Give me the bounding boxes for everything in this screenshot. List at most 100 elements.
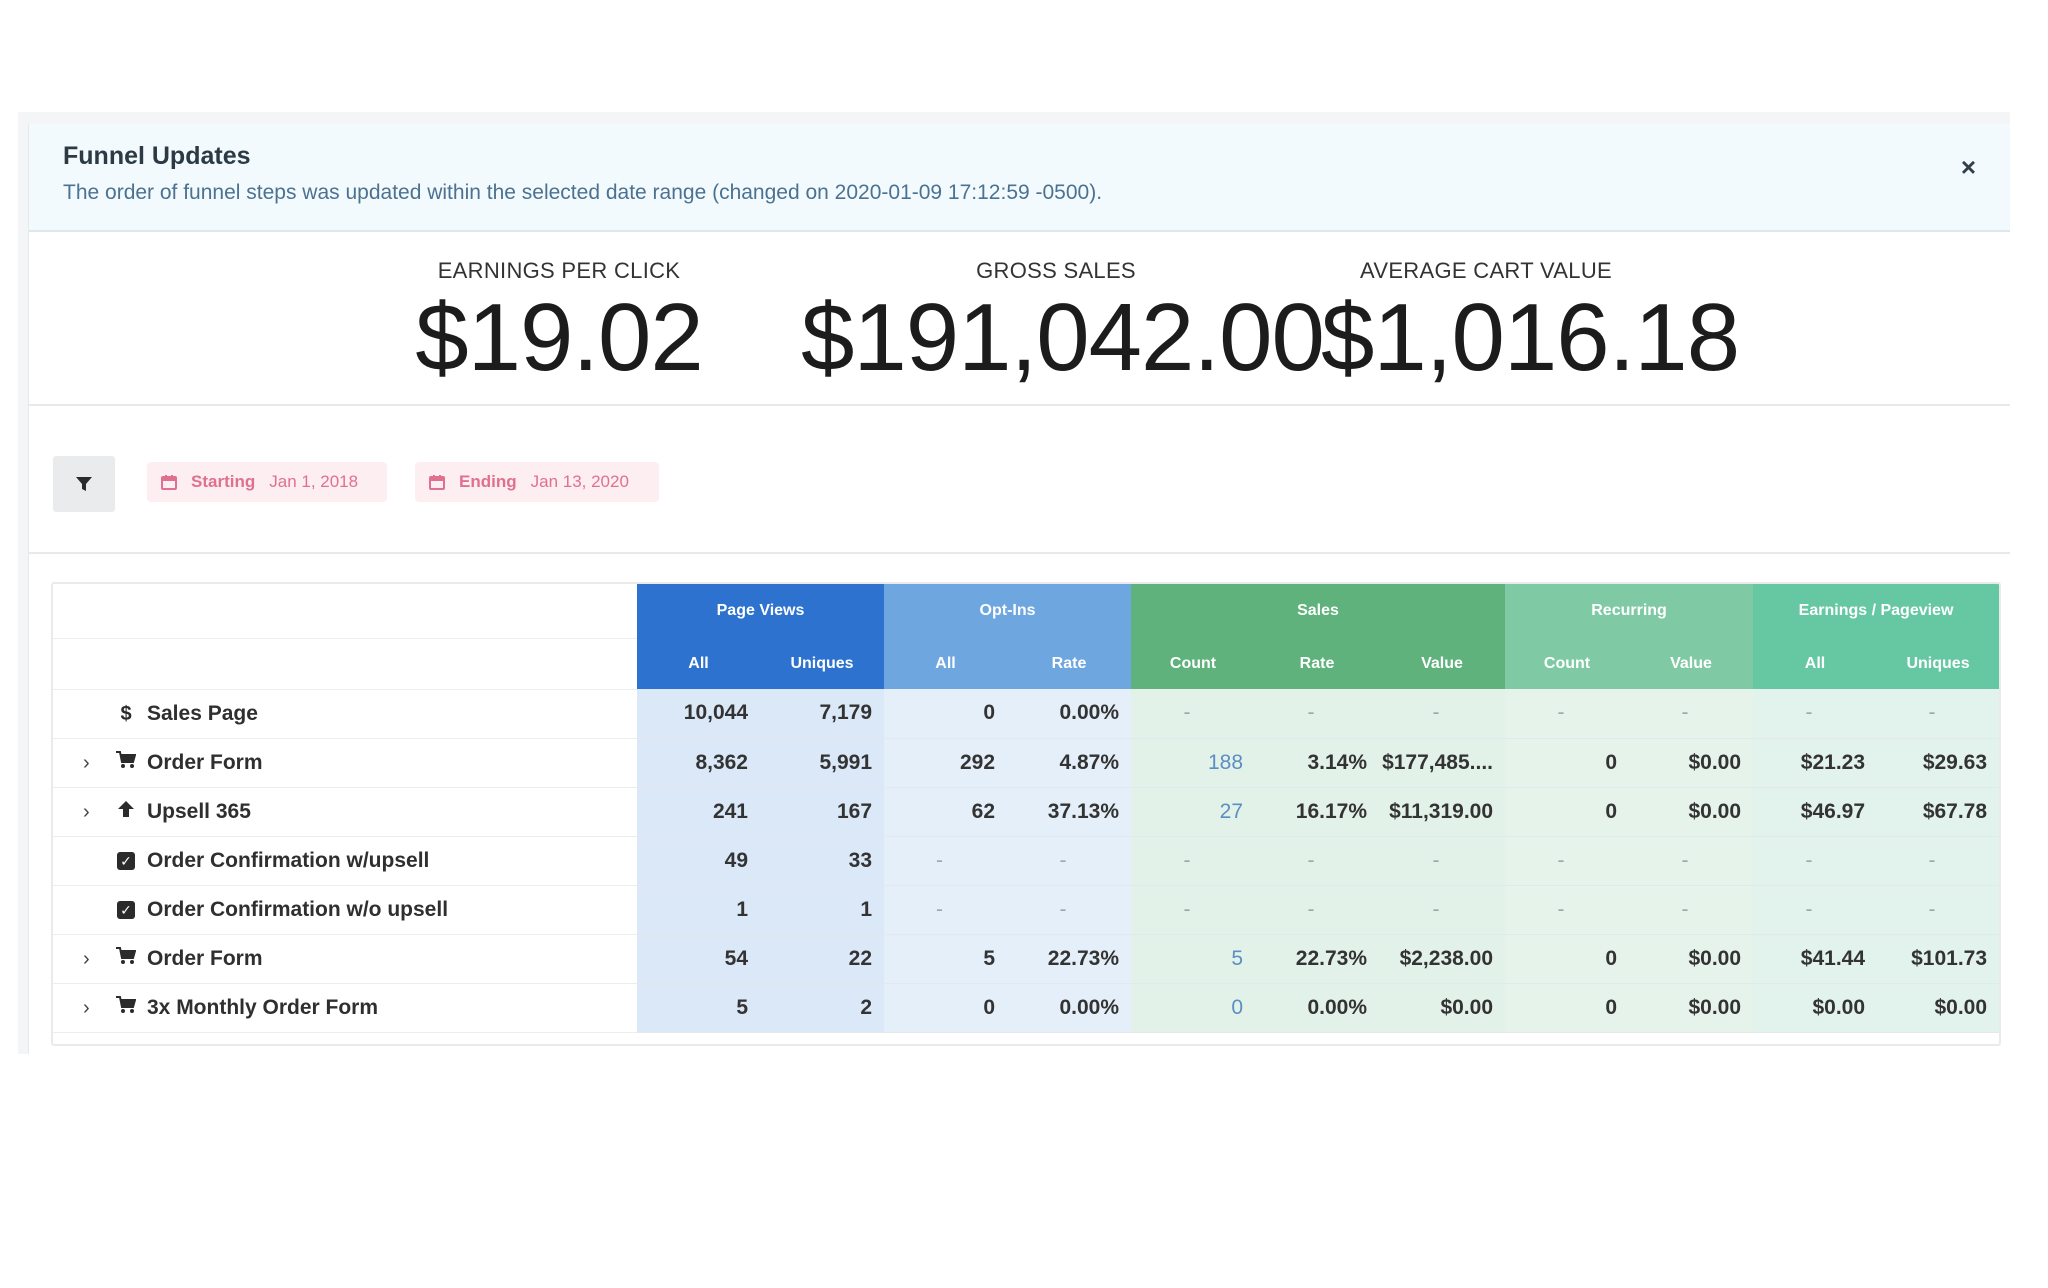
step-name-cell[interactable]: › Order Form <box>53 738 637 788</box>
step-name-cell[interactable]: › Upsell 365 <box>53 787 637 837</box>
filter-icon <box>76 477 92 491</box>
checked-box-icon: ✓ <box>111 850 141 873</box>
table-row[interactable]: $ Sales Page 10,044 7,179 0 0.00% - - - - - - - <box>53 689 1999 739</box>
step-name-cell[interactable]: ✓ Order Confirmation w/upsell <box>53 836 637 886</box>
table-cell: 2 <box>760 983 885 1033</box>
chevron-right-icon[interactable]: › <box>83 996 90 1019</box>
table-cell: 8,362 <box>637 738 760 788</box>
step-name: Sales Page <box>147 701 258 725</box>
stat-label: EARNINGS PER CLICK <box>437 258 681 283</box>
table-cell: 22.73% <box>1007 934 1132 984</box>
alert-title: Funnel Updates <box>63 142 251 170</box>
table-header-blank <box>53 638 637 690</box>
table-cell: - <box>1505 885 1630 935</box>
table-cell: $0.00 <box>1629 983 1754 1033</box>
table-cell: - <box>1131 885 1256 935</box>
table-cell[interactable]: 188 <box>1131 738 1256 788</box>
table-cell: $0.00 <box>1629 787 1754 837</box>
table-cell: - <box>1505 836 1630 886</box>
step-name-cell[interactable]: $ Sales Page <box>53 689 637 739</box>
table-cell: - <box>1877 689 1999 739</box>
table-cell[interactable]: 27 <box>1131 787 1256 837</box>
table-cell: $0.00 <box>1877 983 1999 1033</box>
table-cell[interactable]: 5 <box>1131 934 1256 984</box>
table-cell: $46.97 <box>1753 787 1878 837</box>
chevron-right-icon[interactable]: › <box>83 800 90 823</box>
shopping-cart-icon <box>111 946 141 971</box>
table-cell: - <box>1379 689 1506 739</box>
filter-button[interactable] <box>53 456 115 512</box>
subheader-earnings-uniques[interactable]: Uniques <box>1877 638 1999 689</box>
stat-value: $191,042.00 <box>801 284 1325 391</box>
table-row[interactable]: › Order Form 54 22 5 22.73% 5 22.73% $2,238.00 0 $… <box>53 934 1999 984</box>
header-page-views: Page Views <box>637 584 885 638</box>
step-name-cell[interactable]: › Order Form <box>53 934 637 984</box>
table-cell: - <box>1753 885 1878 935</box>
table-cell: 49 <box>637 836 760 886</box>
summary-stats: EARNINGS PER CLICK $19.02 GROSS SALES $1… <box>29 234 2010 406</box>
table-cell: - <box>1505 689 1630 739</box>
start-date-picker[interactable]: Starting Jan 1, 2018 <box>147 462 387 502</box>
table-cell: - <box>1629 836 1754 886</box>
table-cell: - <box>1753 836 1878 886</box>
header-recurring: Recurring <box>1505 584 1754 638</box>
stat-label: GROSS SALES <box>976 258 1136 283</box>
table-row[interactable]: › Upsell 365 241 167 62 37.13% 27 16.17% $11,319… <box>53 787 1999 837</box>
checked-box-icon: ✓ <box>111 899 141 922</box>
subheader-optins-rate[interactable]: Rate <box>1007 638 1132 689</box>
subheader-pv-uniques[interactable]: Uniques <box>760 638 885 689</box>
header-opt-ins: Opt-Ins <box>884 584 1132 638</box>
subheader-optins-all[interactable]: All <box>884 638 1008 689</box>
table-cell: $2,238.00 <box>1379 934 1506 984</box>
subheader-sales-rate[interactable]: Rate <box>1255 638 1380 689</box>
table-cell: - <box>1007 885 1132 935</box>
table-cell: 4.87% <box>1007 738 1132 788</box>
end-date-label: Ending <box>459 472 517 491</box>
subheader-recurring-count[interactable]: Count <box>1505 638 1630 689</box>
table-cell: - <box>884 836 1008 886</box>
stat-value: $19.02 <box>415 284 704 391</box>
subheader-sales-value[interactable]: Value <box>1379 638 1506 689</box>
table-cell: 167 <box>760 787 885 837</box>
table-cell: 241 <box>637 787 760 837</box>
table-cell: 62 <box>884 787 1008 837</box>
subheader-earnings-all[interactable]: All <box>1753 638 1878 689</box>
table-cell: - <box>1629 885 1754 935</box>
table-row[interactable]: ✓ Order Confirmation w/o upsell 1 1- - - - - - - -… <box>53 885 1999 935</box>
chevron-right-icon[interactable]: › <box>83 751 90 774</box>
table-cell: 7,179 <box>760 689 885 739</box>
table-cell: 0.00% <box>1007 689 1132 739</box>
subheader-pv-all[interactable]: All <box>637 638 760 689</box>
table-cell: 0 <box>1505 934 1630 984</box>
table-cell: 0 <box>1505 738 1630 788</box>
table-row[interactable]: › Order Form 8,362 5,991 292 4.87% 188 3.14% $17… <box>53 738 1999 788</box>
table-row[interactable]: › 3x Monthly Order Form 5 2 0 0.00% 0 0.00% $0.0… <box>53 983 1999 1033</box>
funnel-stats-card: Funnel Updates The order of funnel steps… <box>28 124 2010 1054</box>
close-icon[interactable]: × <box>1960 152 1976 182</box>
table-row[interactable]: ✓ Order Confirmation w/upsell 49 33- - - - - - - -… <box>53 836 1999 886</box>
table-cell: $67.78 <box>1877 787 1999 837</box>
table-cell[interactable]: 0 <box>1131 983 1256 1033</box>
table-cell: 0 <box>1505 983 1630 1033</box>
table-cell: - <box>1255 689 1380 739</box>
table-cell: 1 <box>637 885 760 935</box>
table-cell: 0.00% <box>1255 983 1380 1033</box>
table-cell: 16.17% <box>1255 787 1380 837</box>
table-cell: 22.73% <box>1255 934 1380 984</box>
step-name-cell[interactable]: › 3x Monthly Order Form <box>53 983 637 1033</box>
table-cell: 0 <box>884 689 1008 739</box>
table-header-blank <box>53 584 637 639</box>
table-cell: 5,991 <box>760 738 885 788</box>
table-cell: - <box>1131 689 1256 739</box>
end-date-picker[interactable]: Ending Jan 13, 2020 <box>415 462 659 502</box>
step-name: Upsell 365 <box>147 799 251 823</box>
table-cell: 0.00% <box>1007 983 1132 1033</box>
chevron-right-icon[interactable]: › <box>83 947 90 970</box>
subheader-sales-count[interactable]: Count <box>1131 638 1256 689</box>
start-date-label: Starting <box>191 472 256 491</box>
table-cell: 292 <box>884 738 1008 788</box>
step-name-cell[interactable]: ✓ Order Confirmation w/o upsell <box>53 885 637 935</box>
subheader-recurring-value[interactable]: Value <box>1629 638 1754 689</box>
stat-gross-sales: GROSS SALES $191,042.00 <box>801 258 1325 391</box>
table-cell: - <box>1131 836 1256 886</box>
